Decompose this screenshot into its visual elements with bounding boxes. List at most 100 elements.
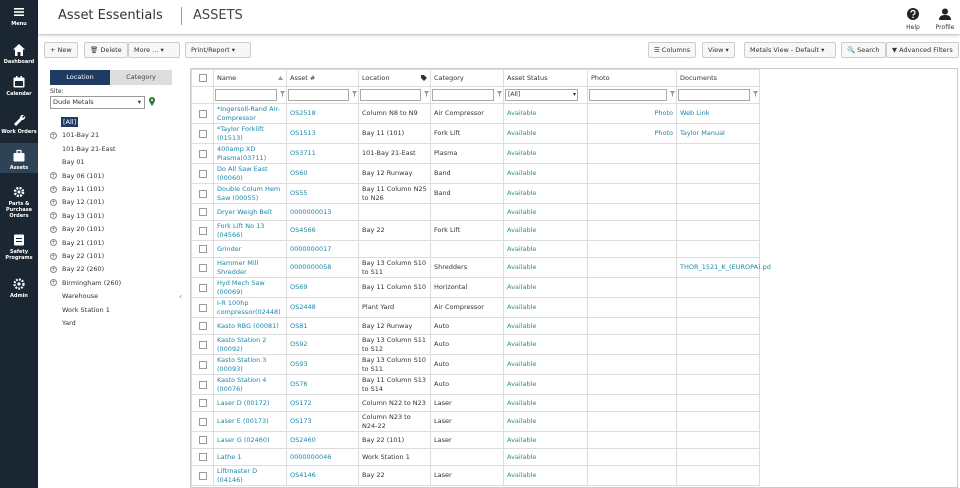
checkbox[interactable] <box>198 303 207 312</box>
asset-number[interactable]: OS60 <box>290 169 308 178</box>
tree-item[interactable]: + Bay 06 (101) <box>50 171 104 181</box>
asset-name[interactable]: I-R 100hp compressor(02448) <box>217 299 281 316</box>
checkbox[interactable] <box>198 208 207 216</box>
view-select[interactable]: Metals View - Default ▾ <box>744 42 836 58</box>
filter-icon[interactable] <box>753 91 758 97</box>
document-link[interactable]: THOR_1521_K_(EUROPA).pd <box>680 263 771 272</box>
nav-item[interactable]: Work Orders <box>0 107 38 137</box>
site-select[interactable]: Dude Metals ▾ <box>50 96 145 109</box>
asset-number[interactable]: OS69 <box>290 283 308 292</box>
filter-input[interactable] <box>432 89 494 101</box>
asset-number[interactable]: 0000000058 <box>290 263 332 272</box>
checkbox[interactable] <box>198 322 207 330</box>
asset-name[interactable]: Kasto Station 3 (00093) <box>217 356 267 373</box>
asset-number[interactable]: OS4566 <box>290 226 316 235</box>
help-button[interactable]: Help <box>902 5 924 31</box>
print-button[interactable]: Print/Report ▾ <box>185 42 251 58</box>
advanced-filters-button[interactable]: ▼ Advanced Filters <box>886 42 959 58</box>
document-link[interactable]: Web Link <box>680 109 710 118</box>
checkbox[interactable] <box>198 340 207 349</box>
column-header[interactable]: Documents <box>676 69 760 87</box>
pin-icon[interactable] <box>148 97 156 107</box>
tree-item[interactable]: +101-Bay 21 <box>50 130 99 140</box>
expand-icon[interactable]: + <box>50 185 57 193</box>
checkbox[interactable] <box>198 189 207 198</box>
delete-button[interactable]: 🗑 Delete <box>84 42 128 58</box>
profile-button[interactable]: Profile <box>933 5 957 31</box>
collapse-handle[interactable]: ‹ <box>179 292 183 301</box>
asset-name[interactable]: Hyd Mech Saw (00069) <box>217 279 265 296</box>
asset-number[interactable]: OS1513 <box>290 129 316 138</box>
tree-item[interactable]: 101-Bay 21-East <box>50 144 116 154</box>
asset-number[interactable]: OS172 <box>290 398 312 407</box>
filter-icon[interactable] <box>424 91 429 97</box>
asset-number[interactable]: OS93 <box>290 360 308 369</box>
checkbox[interactable] <box>198 169 207 178</box>
asset-name[interactable]: Grinder <box>217 244 242 253</box>
more-button[interactable]: More ... ▾ <box>128 42 180 58</box>
search-button[interactable]: 🔍 Search <box>841 42 886 58</box>
filter-icon[interactable] <box>497 91 502 97</box>
filter-icon[interactable] <box>352 91 357 97</box>
asset-number[interactable]: OS4146 <box>290 471 316 480</box>
asset-name[interactable]: Laser G (02460) <box>217 435 270 444</box>
checkbox[interactable] <box>198 74 207 82</box>
column-header[interactable]: Photo <box>587 69 677 87</box>
asset-number[interactable]: 0000000017 <box>290 244 332 253</box>
tree-item[interactable]: + Bay 22 (260) <box>50 264 104 274</box>
nav-item[interactable]: Admin <box>0 271 38 301</box>
filter-input[interactable] <box>678 89 750 101</box>
tree-item[interactable]: + Bay 13 (101) <box>50 211 104 221</box>
expand-icon[interactable]: + <box>50 198 57 206</box>
tree-item[interactable]: + Bay 22 (101) <box>50 251 104 261</box>
asset-name[interactable]: Kasto Station 2 (00092) <box>217 336 267 353</box>
asset-name[interactable]: Do All Saw East (00060) <box>217 165 268 182</box>
asset-number[interactable]: 0000000046 <box>290 452 332 461</box>
filter-icon[interactable] <box>280 91 285 97</box>
column-header[interactable]: Name <box>213 69 287 87</box>
photo-link[interactable]: Photo <box>654 109 673 118</box>
expand-icon[interactable]: + <box>50 252 57 260</box>
expand-icon[interactable]: + <box>50 225 57 233</box>
tree-item[interactable]: Yard <box>50 318 76 328</box>
checkbox[interactable] <box>198 360 207 369</box>
checkbox[interactable] <box>198 149 207 158</box>
filter-icon[interactable] <box>670 91 675 97</box>
filter-input[interactable] <box>589 89 667 101</box>
checkbox[interactable] <box>198 283 207 292</box>
nav-item[interactable]: Menu <box>0 0 38 34</box>
column-header[interactable]: Asset Status <box>503 69 588 87</box>
tree-item[interactable]: + Birmingham (260) <box>50 278 121 288</box>
asset-number[interactable]: OS2460 <box>290 435 316 444</box>
asset-number[interactable]: OS173 <box>290 417 312 426</box>
checkbox[interactable] <box>198 226 207 235</box>
view-button[interactable]: View ▾ <box>702 42 735 58</box>
status-filter[interactable]: [All] ▾ <box>505 89 578 101</box>
photo-link[interactable]: Photo <box>654 129 673 138</box>
expand-icon[interactable]: + <box>50 172 57 180</box>
asset-name[interactable]: Fork Lift No 13 (04566) <box>217 222 265 239</box>
tree-item[interactable]: + Bay 11 (101) <box>50 184 104 194</box>
checkbox[interactable] <box>198 263 207 272</box>
nav-item[interactable]: Dashboard <box>0 37 38 65</box>
asset-name[interactable]: Laser D (00172) <box>217 398 270 407</box>
nav-item[interactable]: Parts & Purchase Orders <box>0 179 38 223</box>
expand-icon[interactable]: + <box>50 239 57 247</box>
asset-name[interactable]: 400amp XD Plasma(03711) <box>217 145 267 162</box>
columns-button[interactable]: ☰ Columns <box>648 42 697 58</box>
new-button[interactable]: + New <box>44 42 78 58</box>
asset-number[interactable]: OS2518 <box>290 109 316 118</box>
tree-item[interactable]: Work Station 1 <box>50 305 110 315</box>
column-header[interactable]: Category <box>430 69 504 87</box>
expand-icon[interactable]: + <box>50 265 57 273</box>
filter-input[interactable] <box>288 89 349 101</box>
asset-number[interactable]: OS81 <box>290 321 308 330</box>
checkbox[interactable] <box>198 471 207 480</box>
column-header[interactable]: Asset # <box>286 69 359 87</box>
checkbox[interactable] <box>198 453 207 461</box>
tree-item[interactable]: + Bay 20 (101) <box>50 224 104 234</box>
checkbox[interactable] <box>198 436 207 444</box>
filter-input[interactable] <box>215 89 277 101</box>
asset-name[interactable]: Lathe 1 <box>217 452 242 461</box>
checkbox[interactable] <box>198 399 207 407</box>
